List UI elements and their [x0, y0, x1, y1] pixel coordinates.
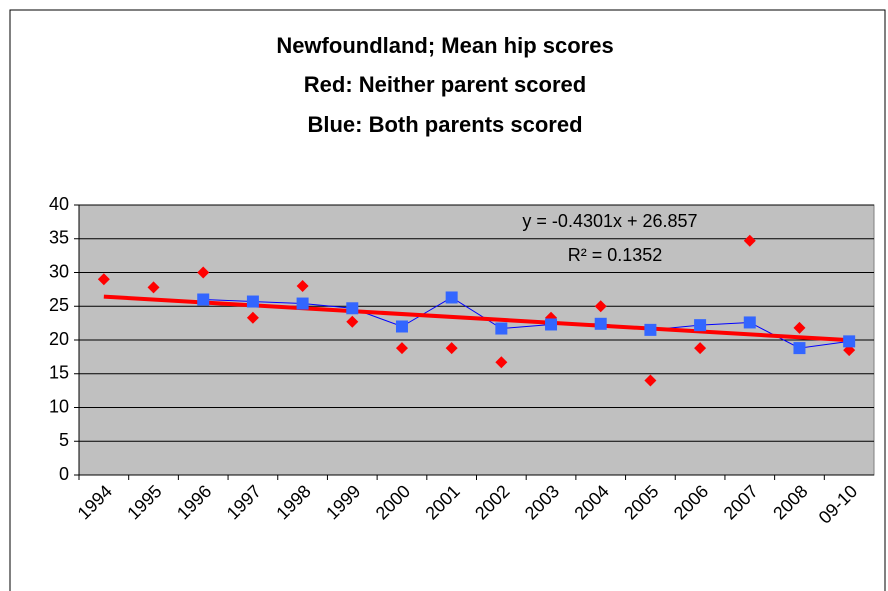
point — [197, 293, 210, 306]
x-tick-label: 09-10 — [815, 481, 862, 528]
series-line — [203, 296, 850, 349]
point — [545, 318, 558, 331]
y-tick-label: 20 — [49, 329, 69, 349]
point — [296, 280, 309, 292]
point — [346, 315, 359, 328]
trend-r2: R² = 0.1352 — [568, 245, 663, 265]
point — [495, 356, 508, 369]
x-tick-label: 2001 — [421, 481, 463, 523]
x-tick-label: 2008 — [769, 481, 811, 523]
y-tick-label: 10 — [49, 396, 69, 416]
point — [644, 374, 657, 387]
x-tick-label: 2004 — [570, 481, 612, 523]
y-tick-label: 35 — [49, 228, 69, 248]
y-tick-label: 5 — [59, 430, 69, 450]
point — [743, 316, 756, 329]
trendline — [103, 294, 850, 343]
y-tick-label: 30 — [49, 261, 69, 281]
x-tick-label: 2000 — [372, 481, 414, 523]
subtitle: Red: Neither parent scored — [304, 72, 586, 97]
x-tick-label: 1994 — [74, 481, 116, 523]
point — [246, 295, 259, 308]
x-tick-label: 1998 — [272, 481, 314, 523]
point — [395, 320, 408, 333]
point — [495, 322, 508, 335]
x-tick-label: 1996 — [173, 481, 215, 523]
point — [147, 281, 160, 294]
point — [445, 291, 458, 304]
subtitle: Blue: Both parents scored — [307, 112, 582, 137]
trend-equation: y = -0.4301x + 26.857 — [522, 211, 697, 231]
point — [97, 273, 110, 286]
point — [743, 234, 756, 247]
point — [793, 342, 806, 355]
point — [594, 317, 607, 330]
y-tick-label: 25 — [49, 295, 69, 315]
point — [346, 302, 359, 315]
point — [445, 342, 458, 355]
point — [395, 342, 408, 355]
x-tick-label: 2007 — [720, 481, 762, 523]
x-tick-label: 1995 — [123, 481, 165, 523]
chart-border — [9, 9, 886, 591]
point — [594, 300, 607, 313]
point — [197, 266, 210, 279]
x-tick-label: 2006 — [670, 481, 712, 523]
point — [644, 323, 657, 336]
point — [793, 321, 806, 334]
x-tick-label: 2002 — [471, 481, 513, 523]
x-tick-label: 1999 — [322, 481, 364, 523]
point — [694, 319, 707, 332]
point — [843, 335, 856, 348]
point — [296, 297, 309, 310]
y-tick-label: 15 — [49, 363, 69, 383]
x-tick-label: 2003 — [521, 481, 563, 523]
point — [694, 342, 707, 355]
x-tick-label: 2005 — [620, 481, 662, 523]
x-tick-label: 1997 — [223, 481, 265, 523]
point — [246, 311, 259, 324]
y-tick-label: 0 — [59, 464, 69, 484]
chart-title: Newfoundland; Mean hip scores — [276, 33, 613, 58]
y-tick-label: 40 — [49, 194, 69, 214]
